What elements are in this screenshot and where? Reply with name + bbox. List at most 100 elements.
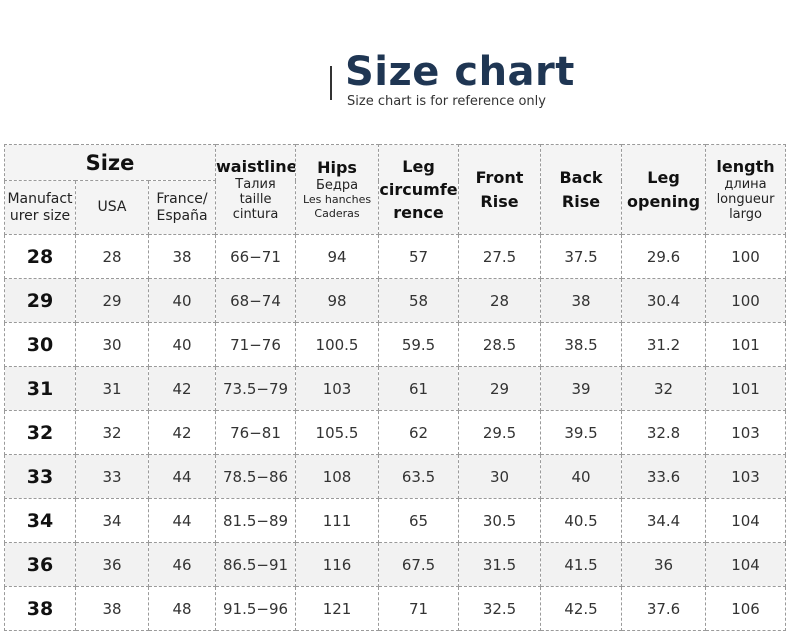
cell-leg-opening: 37.6 xyxy=(621,586,707,631)
cell-back-rise: 39.5 xyxy=(540,410,623,455)
cell-back-rise: 42.5 xyxy=(540,586,623,631)
cell-leg-circumference: 63.5 xyxy=(378,454,460,499)
col-header-leg-opening: Leg opening xyxy=(621,144,707,235)
cell-hips: 121 xyxy=(295,586,380,631)
col-title-back-rise: Back Rise xyxy=(559,167,603,211)
cell-leg-opening: 29.6 xyxy=(621,234,707,279)
cell-length: 101 xyxy=(705,366,787,411)
col-sub-length-es: largo xyxy=(729,207,762,222)
cell-france-espana: 44 xyxy=(147,498,217,543)
cell-hips: 100.5 xyxy=(295,322,380,367)
cell-leg-opening: 36 xyxy=(621,542,707,587)
cell-waistline: 86.5−91 xyxy=(215,542,297,587)
col-title-leg-opening: Leg opening xyxy=(627,167,701,211)
table-row: 36 36 46 86.5−91 116 67.5 31.5 41.5 36 104 xyxy=(4,542,787,587)
cell-front-rise: 28.5 xyxy=(458,322,542,367)
cell-manufacturer-size: 36 xyxy=(4,542,76,587)
cell-waistline: 73.5−79 xyxy=(215,366,297,411)
cell-front-rise: 31.5 xyxy=(458,542,542,587)
cell-length: 101 xyxy=(705,322,787,367)
cell-leg-circumference: 65 xyxy=(378,498,460,543)
cell-hips: 103 xyxy=(295,366,380,411)
cell-hips: 98 xyxy=(295,278,380,323)
cell-leg-circumference: 59.5 xyxy=(378,322,460,367)
col-sub-hips-ru: Бедра xyxy=(315,178,359,193)
col-header-manufacturer-size: Manufact urer size xyxy=(4,180,76,235)
cell-france-espana: 40 xyxy=(147,322,217,367)
cell-length: 100 xyxy=(705,278,787,323)
table-row: 38 38 48 91.5−96 121 71 32.5 42.5 37.6 106 xyxy=(4,586,787,631)
cell-length: 100 xyxy=(705,234,787,279)
cell-manufacturer-size: 28 xyxy=(4,234,76,279)
cell-manufacturer-size: 31 xyxy=(4,366,76,411)
cell-length: 104 xyxy=(705,542,787,587)
table-row: 33 33 44 78.5−86 108 63.5 30 40 33.6 103 xyxy=(4,454,787,499)
table-row: 30 30 40 71−76 100.5 59.5 28.5 38.5 31.2 101 xyxy=(4,322,787,367)
col-sub-waistline-fr: taille xyxy=(239,192,272,207)
col-sub-hips-fr: Les hanches xyxy=(302,193,372,206)
cell-manufacturer-size: 32 xyxy=(4,410,76,455)
cell-front-rise: 29.5 xyxy=(458,410,542,455)
col-sub-hips-es: Caderas xyxy=(314,207,360,220)
col-title-hips: Hips xyxy=(317,158,357,177)
cell-france-espana: 42 xyxy=(147,366,217,411)
cell-hips: 94 xyxy=(295,234,380,279)
col-header-hips: Hips Бедра Les hanches Caderas xyxy=(295,144,380,235)
cell-back-rise: 40 xyxy=(540,454,623,499)
cell-leg-circumference: 71 xyxy=(378,586,460,631)
col-header-back-rise: Back Rise xyxy=(540,144,623,235)
table-row: 31 31 42 73.5−79 103 61 29 39 32 101 xyxy=(4,366,787,411)
table-row: 32 32 42 76−81 105.5 62 29.5 39.5 32.8 103 xyxy=(4,410,787,455)
cell-waistline: 68−74 xyxy=(215,278,297,323)
col-sub-waistline-ru: Талия xyxy=(235,177,276,192)
cell-france-espana: 40 xyxy=(147,278,217,323)
cell-usa: 28 xyxy=(75,234,149,279)
cell-hips: 116 xyxy=(295,542,380,587)
cell-waistline: 91.5−96 xyxy=(215,586,297,631)
cell-hips: 105.5 xyxy=(295,410,380,455)
cell-france-espana: 48 xyxy=(147,586,217,631)
col-title-front-rise: Front Rise xyxy=(475,167,524,211)
cell-usa: 38 xyxy=(75,586,149,631)
col-header-usa: USA xyxy=(75,180,149,235)
title-divider xyxy=(330,66,332,100)
cell-front-rise: 30 xyxy=(458,454,542,499)
cell-usa: 30 xyxy=(75,322,149,367)
col-header-leg-circumference: Leg circumfe rence xyxy=(378,144,460,235)
cell-manufacturer-size: 29 xyxy=(4,278,76,323)
cell-back-rise: 40.5 xyxy=(540,498,623,543)
cell-leg-circumference: 67.5 xyxy=(378,542,460,587)
cell-back-rise: 39 xyxy=(540,366,623,411)
cell-france-espana: 46 xyxy=(147,542,217,587)
cell-usa: 33 xyxy=(75,454,149,499)
page-subtitle: Size chart is for reference only xyxy=(347,94,546,109)
cell-leg-opening: 32 xyxy=(621,366,707,411)
cell-hips: 111 xyxy=(295,498,380,543)
col-sub-length-ru: длина xyxy=(724,177,767,192)
col-header-length: length длина longueur largo xyxy=(705,144,787,235)
cell-leg-opening: 30.4 xyxy=(621,278,707,323)
size-chart-table-container: Size waistline Талия taille cintura Hips… xyxy=(3,144,787,631)
cell-manufacturer-size: 33 xyxy=(4,454,76,499)
cell-length: 106 xyxy=(705,586,787,631)
cell-length: 103 xyxy=(705,454,787,499)
col-title-length: length xyxy=(716,157,775,176)
cell-front-rise: 30.5 xyxy=(458,498,542,543)
size-group-header: Size xyxy=(3,144,217,181)
cell-back-rise: 38 xyxy=(540,278,623,323)
cell-france-espana: 38 xyxy=(147,234,217,279)
cell-leg-circumference: 58 xyxy=(378,278,460,323)
cell-front-rise: 32.5 xyxy=(458,586,542,631)
cell-waistline: 71−76 xyxy=(215,322,297,367)
cell-waistline: 76−81 xyxy=(215,410,297,455)
page-title: Size chart xyxy=(345,49,575,95)
cell-leg-opening: 34.4 xyxy=(621,498,707,543)
table-row: 29 29 40 68−74 98 58 28 38 30.4 100 xyxy=(4,278,787,323)
col-header-france-espana: France/ España xyxy=(147,180,217,235)
cell-manufacturer-size: 34 xyxy=(4,498,76,543)
cell-leg-circumference: 62 xyxy=(378,410,460,455)
cell-length: 104 xyxy=(705,498,787,543)
cell-manufacturer-size: 38 xyxy=(4,586,76,631)
cell-leg-opening: 31.2 xyxy=(621,322,707,367)
col-title-leg-circumference: Leg circumfe rence xyxy=(379,157,458,222)
